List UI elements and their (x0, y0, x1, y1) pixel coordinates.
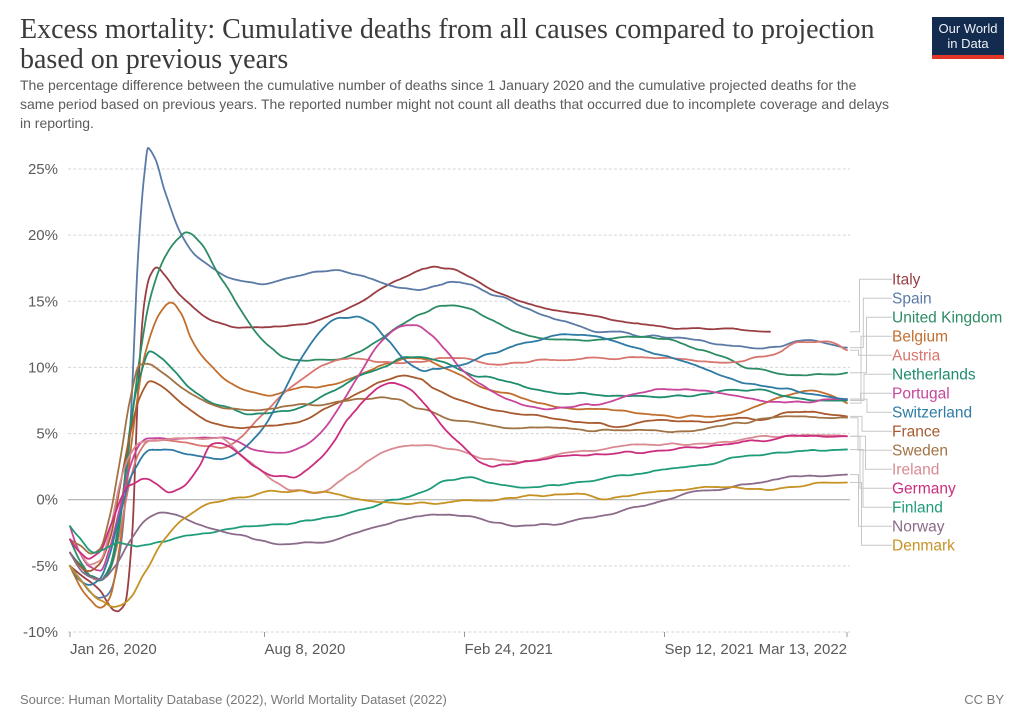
svg-text:Germany: Germany (892, 481, 956, 498)
svg-text:Belgium: Belgium (892, 329, 948, 346)
svg-text:Austria: Austria (892, 348, 941, 365)
svg-text:Aug 8, 2020: Aug 8, 2020 (265, 641, 346, 658)
svg-text:Ireland: Ireland (892, 462, 939, 479)
svg-text:15%: 15% (28, 293, 58, 310)
svg-text:-10%: -10% (23, 624, 58, 641)
svg-text:Finland: Finland (892, 500, 943, 517)
svg-text:Norway: Norway (892, 519, 945, 536)
svg-text:Portugal: Portugal (892, 386, 950, 403)
svg-text:Italy: Italy (892, 272, 921, 289)
svg-text:Switzerland: Switzerland (892, 405, 972, 422)
svg-text:Jan 26, 2020: Jan 26, 2020 (70, 641, 157, 658)
svg-text:Mar 13, 2022: Mar 13, 2022 (759, 641, 847, 658)
svg-text:Denmark: Denmark (892, 538, 955, 555)
svg-text:Spain: Spain (892, 291, 932, 308)
svg-text:United Kingdom: United Kingdom (892, 310, 1002, 327)
svg-text:5%: 5% (36, 426, 58, 443)
svg-text:25%: 25% (28, 161, 58, 178)
svg-text:Sep 12, 2021: Sep 12, 2021 (665, 641, 754, 658)
svg-text:10%: 10% (28, 359, 58, 376)
svg-text:Netherlands: Netherlands (892, 367, 976, 384)
svg-text:France: France (892, 424, 940, 441)
svg-text:Feb 24, 2021: Feb 24, 2021 (465, 641, 553, 658)
svg-text:20%: 20% (28, 227, 58, 244)
svg-text:-5%: -5% (31, 558, 58, 575)
svg-text:Sweden: Sweden (892, 443, 948, 460)
svg-text:0%: 0% (36, 492, 58, 509)
